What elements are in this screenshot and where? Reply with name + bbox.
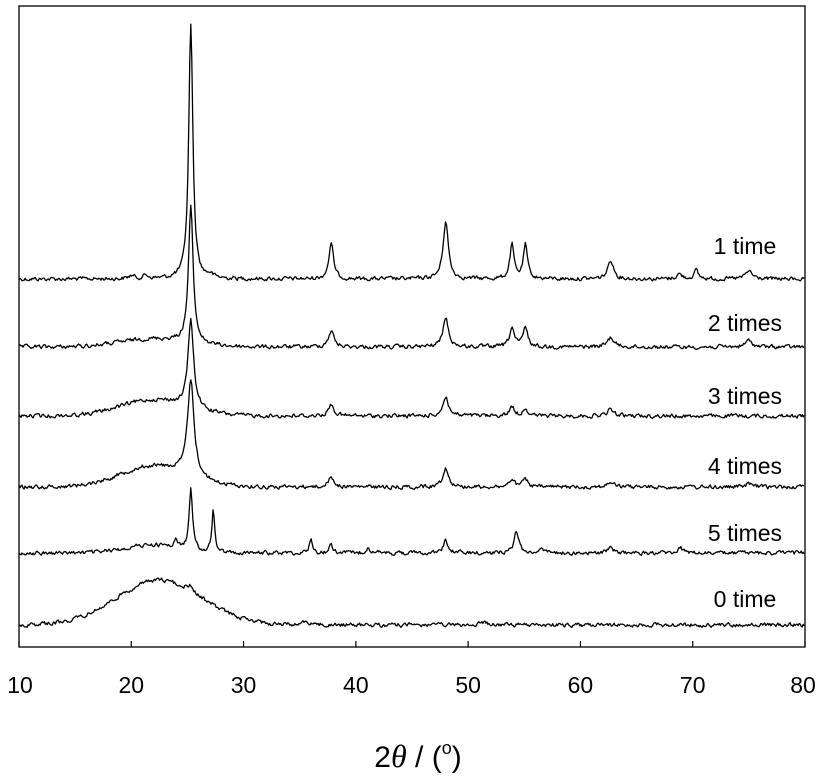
x-tick-label-30: 30 [231, 672, 257, 698]
series-label-0-time: 0 time [714, 586, 777, 612]
x-tick-label-10: 10 [7, 672, 33, 698]
series-label-5-times: 5 times [708, 520, 782, 546]
series-label-3-times: 3 times [708, 383, 782, 409]
trace-0-time [18, 577, 805, 629]
x-axis-title: 2θ / (o) [374, 738, 461, 774]
trace-1-time [18, 23, 805, 282]
series-label-1-time: 1 time [714, 233, 777, 259]
x-tick-label-60: 60 [568, 672, 594, 698]
plot-frame [18, 5, 806, 648]
trace-2-times [18, 204, 805, 351]
x-tick-label-70: 70 [680, 672, 706, 698]
x-axis-title-close: ) [452, 741, 462, 774]
x-tick-label-40: 40 [343, 672, 369, 698]
trace-3-times [18, 317, 805, 420]
x-axis-title-suffix: / ( [407, 741, 442, 774]
series-label-4-times: 4 times [708, 453, 782, 479]
x-axis-title-prefix: 2 [374, 741, 391, 774]
x-tick-label-20: 20 [118, 672, 144, 698]
x-tick-label-50: 50 [455, 672, 481, 698]
trace-4-times [18, 379, 805, 491]
series-labels: 1 time 2 times 3 times 4 times 5 times 0 time [708, 233, 782, 612]
series-traces [18, 23, 805, 629]
series-label-2-times: 2 times [708, 310, 782, 336]
x-axis-ticks: 10 20 30 40 50 60 70 80 [7, 641, 816, 698]
x-axis-title-unit: o [442, 738, 452, 758]
x-tick-label-80: 80 [790, 672, 816, 698]
trace-5-times [18, 487, 805, 557]
x-axis-title-symbol: θ [391, 738, 407, 774]
